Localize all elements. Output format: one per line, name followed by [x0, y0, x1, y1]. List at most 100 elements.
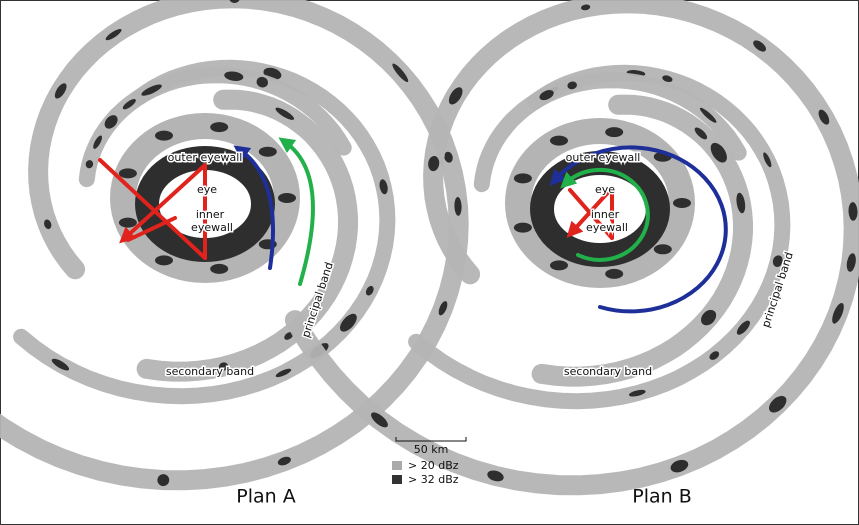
inner-eyewall-label: eyewall [586, 221, 628, 234]
heavy-rain-cell [653, 244, 672, 255]
heavy-rain-cell [580, 4, 591, 11]
heavy-rain-cell [365, 285, 374, 296]
inner-eyewall [530, 151, 670, 267]
heavy-rain-cell [605, 127, 624, 138]
heavy-rain-cell [818, 109, 830, 125]
heavy-rain-cell [772, 255, 783, 268]
heavy-rain-cell [605, 268, 624, 279]
heavy-rain-cell [278, 193, 296, 203]
heavy-rain-cell [438, 301, 448, 316]
heavy-rain-cell [832, 302, 844, 324]
heavy-rain-cell [428, 156, 440, 172]
legend: 50 km > 20 dBz > 32 dBz [392, 437, 467, 486]
heavy-rain-cell [709, 351, 720, 360]
heavy-rain-cell [284, 331, 294, 340]
heavy-rain-cell [218, 362, 229, 371]
panel-title: Plan B [632, 486, 692, 508]
scale-label: 50 km [414, 443, 449, 456]
heavy-rain-cell [539, 90, 554, 101]
heavy-rain-cell [662, 75, 673, 83]
heavy-rain-cell [550, 260, 568, 271]
heavy-rain-cell [694, 127, 708, 140]
heavy-rain-cell [846, 253, 856, 272]
scale-bar [395, 437, 467, 442]
legend-label: > 32 dBz [408, 473, 459, 486]
heavy-rain-cell [701, 309, 717, 326]
arrow [278, 137, 315, 286]
eye-label: eye [595, 183, 615, 196]
heavy-rain-cell [118, 168, 137, 179]
arrow [98, 158, 207, 260]
heavy-rain-cell [392, 63, 409, 83]
heavy-rain-cell [44, 219, 52, 230]
heavy-rain-cell [670, 459, 689, 473]
secondary-band-label: secondary band [564, 365, 652, 378]
heavy-rain-cell [104, 115, 118, 129]
heavy-rain-cell [628, 389, 646, 397]
heavy-rain-cell [487, 470, 504, 482]
heavy-rain-cell [93, 135, 102, 149]
heavy-rain-cell [513, 173, 532, 184]
heavy-rain-cell [85, 160, 94, 169]
heavy-rain-cell [258, 146, 277, 157]
arrow [233, 145, 275, 270]
arrow [549, 145, 728, 314]
heavy-rain-cell [210, 122, 229, 133]
inner-eyewall-label: inner [591, 208, 620, 221]
heavy-rain-cell [155, 130, 173, 141]
heavy-rain-cell [448, 87, 463, 105]
heavy-rain-cell [277, 456, 291, 466]
heavy-rain-cell [710, 142, 727, 163]
outer-eyewall-label: outer eyewall [168, 151, 243, 164]
legend-swatch [392, 461, 402, 470]
arrow [566, 186, 614, 238]
arrows [98, 137, 728, 314]
heavy-rain-cell [673, 198, 691, 208]
heavy-rain-cell [275, 368, 292, 378]
heavy-rain-cell [340, 313, 357, 332]
rain-band [284, 0, 859, 496]
heavy-rain-cell [54, 83, 67, 99]
inner-eyewall-label: eyewall [191, 221, 233, 234]
heavy-rain-cell [155, 255, 173, 266]
heavy-rain-cell [848, 202, 858, 221]
heavy-rain-cell [224, 71, 244, 81]
heavy-rain-cell [210, 263, 229, 274]
heavy-rain-cell [567, 81, 577, 90]
arrow [560, 167, 650, 262]
legend-swatch [392, 475, 402, 484]
heavy-rain-cell [736, 192, 746, 214]
outer-eyewall-label: outer eyewall [566, 151, 641, 164]
heavy-rain-cell [256, 76, 269, 88]
rain-band [13, 59, 396, 405]
heavy-rain-cell [51, 358, 70, 371]
heavy-rain-cell [513, 222, 532, 233]
heavy-rain-cell [699, 107, 717, 123]
radar-bands [0, 0, 859, 496]
heavy-rain-cell [275, 107, 295, 120]
heavy-rain-cell [122, 99, 136, 110]
heavy-rain-cell [141, 84, 162, 96]
eye-label: eye [197, 183, 217, 196]
rain-band [473, 72, 747, 193]
heavy-rain-cell [763, 152, 772, 168]
secondary-band-label: secondary band [166, 365, 254, 378]
panel-title: Plan A [236, 486, 295, 508]
legend-label: > 20 dBz [408, 459, 459, 472]
arrow [126, 216, 177, 242]
heavy-rain-cell [371, 412, 388, 428]
heavy-rain-cell [105, 29, 122, 41]
heavy-rain-cell [753, 40, 767, 52]
heavy-rain-cell [118, 217, 137, 228]
arrow [119, 163, 207, 244]
rain-band [78, 67, 352, 188]
heavy-rain-cell [229, 0, 240, 4]
heavy-rain-cell [157, 474, 170, 487]
heavy-rain-cell [550, 135, 568, 146]
heavy-rain-cell [444, 151, 453, 163]
heavy-rain-cell [454, 197, 462, 216]
rain-band [531, 94, 753, 387]
heavy-rain-cell [768, 395, 787, 413]
